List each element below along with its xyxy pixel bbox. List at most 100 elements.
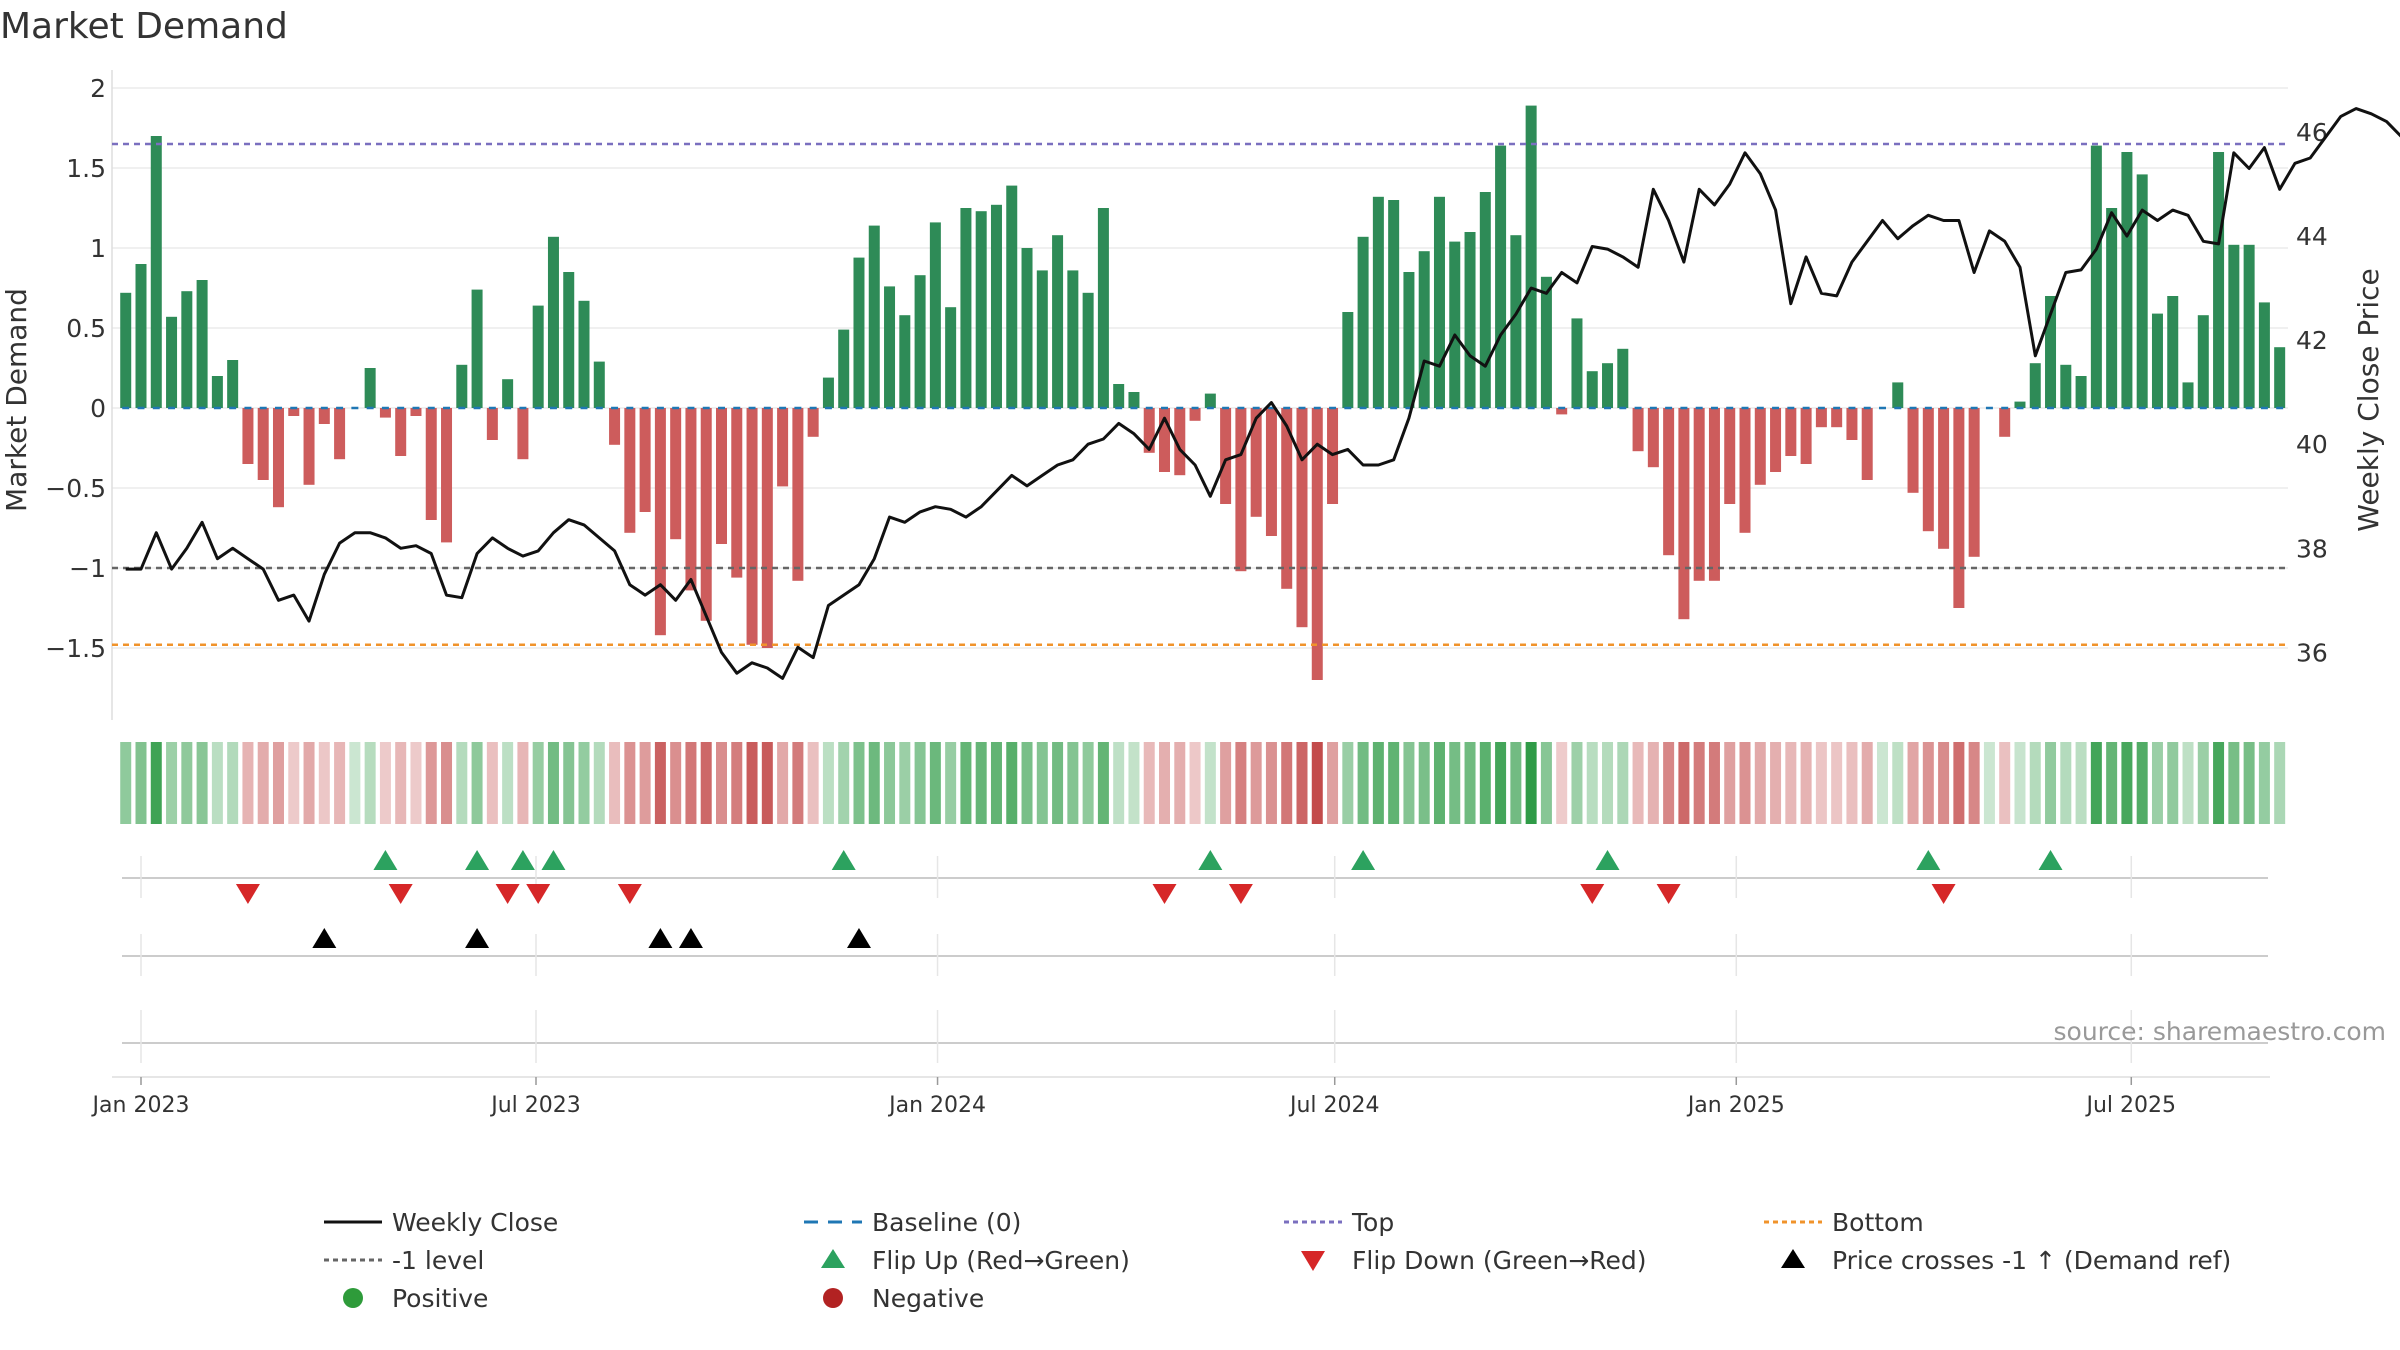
positive-bar: [2014, 401, 2026, 408]
positive-bar: [1418, 251, 1430, 408]
heat-cell: [2167, 742, 2179, 824]
heat-cell: [578, 742, 590, 824]
flip-up-marker: [510, 850, 535, 870]
legend-symbol: [324, 1258, 382, 1262]
heat-cell: [1983, 742, 1995, 824]
heat-cell: [288, 742, 300, 824]
heat-cell: [379, 742, 391, 824]
legend-label: Top: [1352, 1207, 1395, 1237]
heat-cell: [1449, 742, 1461, 824]
heat-cell: [456, 742, 468, 824]
positive-bar: [2213, 152, 2225, 408]
flip-up-markers: [373, 850, 2063, 870]
positive-bar: [868, 225, 880, 408]
heat-cell: [1067, 742, 1079, 824]
negative-bar: [1189, 408, 1201, 421]
positive-bar: [1449, 241, 1461, 408]
positive-bar: [1540, 276, 1552, 408]
positive-bar: [1525, 105, 1537, 408]
legend-symbol: [1781, 1249, 1805, 1268]
positive-bar: [899, 315, 911, 408]
heat-cell: [1464, 742, 1476, 824]
negative-bar: [1174, 408, 1186, 476]
negative-bar: [609, 408, 621, 445]
positive-bar: [1097, 208, 1109, 408]
x-tick-label: Jul 2023: [489, 1093, 581, 1118]
flip-down-marker: [495, 884, 520, 904]
heat-cell: [1418, 742, 1430, 824]
heat-cell: [547, 742, 559, 824]
positive-bar: [2243, 244, 2255, 408]
heat-cell: [2045, 742, 2057, 824]
flip-up-marker: [1595, 850, 1620, 870]
positive-bar: [1067, 270, 1079, 408]
negative-bar: [1800, 408, 1812, 464]
heat-cell: [1204, 742, 1216, 824]
positive-bar: [1021, 248, 1033, 408]
price-cross-marker: [846, 928, 871, 948]
flip-down-marker: [388, 884, 413, 904]
negative-bar: [318, 408, 330, 424]
heat-cell: [1831, 742, 1843, 824]
negative-bar: [1220, 408, 1232, 504]
heat-cell: [2121, 742, 2133, 824]
heat-cell: [1586, 742, 1598, 824]
positive-bar: [2258, 302, 2270, 408]
positive-bar: [1204, 393, 1216, 408]
flip-up-marker: [465, 850, 490, 870]
negative-bar: [807, 408, 819, 437]
negative-bar: [654, 408, 666, 636]
flip-down-marker: [1656, 884, 1681, 904]
legend-item: Baseline (0): [800, 1205, 1280, 1239]
heat-cell: [1128, 742, 1140, 824]
positive-bar: [2167, 296, 2179, 408]
flip-up-marker: [373, 850, 398, 870]
negative-bar: [1632, 408, 1644, 452]
heat-cell: [1357, 742, 1369, 824]
heat-cell: [746, 742, 758, 824]
legend-label: Flip Down (Green→Red): [1352, 1245, 1647, 1275]
negative-bar: [1724, 408, 1736, 504]
flip-down-marker: [1228, 884, 1253, 904]
positive-bar: [181, 291, 193, 408]
flip-up-marker: [2038, 850, 2063, 870]
heat-cell: [899, 742, 911, 824]
heat-cell: [2197, 742, 2209, 824]
heat-cell: [1602, 742, 1614, 824]
positive-bar: [1464, 232, 1476, 408]
heat-cell: [395, 742, 407, 824]
legend-label: Positive: [392, 1283, 489, 1313]
negative-bar: [1678, 408, 1690, 620]
negative-bar: [1281, 408, 1293, 589]
positive-bar: [960, 208, 972, 408]
positive-bar: [1113, 384, 1125, 408]
negative-bar: [1861, 408, 1873, 480]
positive-bar: [2090, 145, 2102, 408]
legend-symbol: [804, 1220, 862, 1224]
y-tick-left-label: 0.5: [66, 314, 106, 343]
heat-cell: [1495, 742, 1507, 824]
y-tick-left-label: 1.5: [66, 154, 106, 183]
negative-bar: [1938, 408, 1950, 549]
positive-bar: [1571, 318, 1583, 408]
positive-bar: [1082, 292, 1094, 408]
y-tick-right-label: 38: [2296, 534, 2328, 563]
heat-cell: [1250, 742, 1262, 824]
negative-bar: [1815, 408, 1827, 428]
legend-label: Weekly Close: [392, 1207, 559, 1237]
negative-bar: [1739, 408, 1751, 533]
positive-bar: [1479, 192, 1491, 408]
heat-cell: [486, 742, 498, 824]
negative-bar: [1143, 408, 1155, 453]
positive-bar: [2060, 364, 2072, 408]
positive-bar: [822, 377, 834, 408]
legend-item: Price crosses -1 ↑ (Demand ref): [1760, 1243, 2320, 1277]
heat-cell: [990, 742, 1002, 824]
heat-cell: [2274, 742, 2286, 824]
legend-symbol-shape: [1301, 1251, 1325, 1271]
y-axis-label-left: Market Demand: [0, 288, 33, 512]
heat-cell: [1571, 742, 1583, 824]
positive-bar: [2121, 152, 2133, 408]
negative-bar: [1770, 408, 1782, 472]
heat-cell: [960, 742, 972, 824]
